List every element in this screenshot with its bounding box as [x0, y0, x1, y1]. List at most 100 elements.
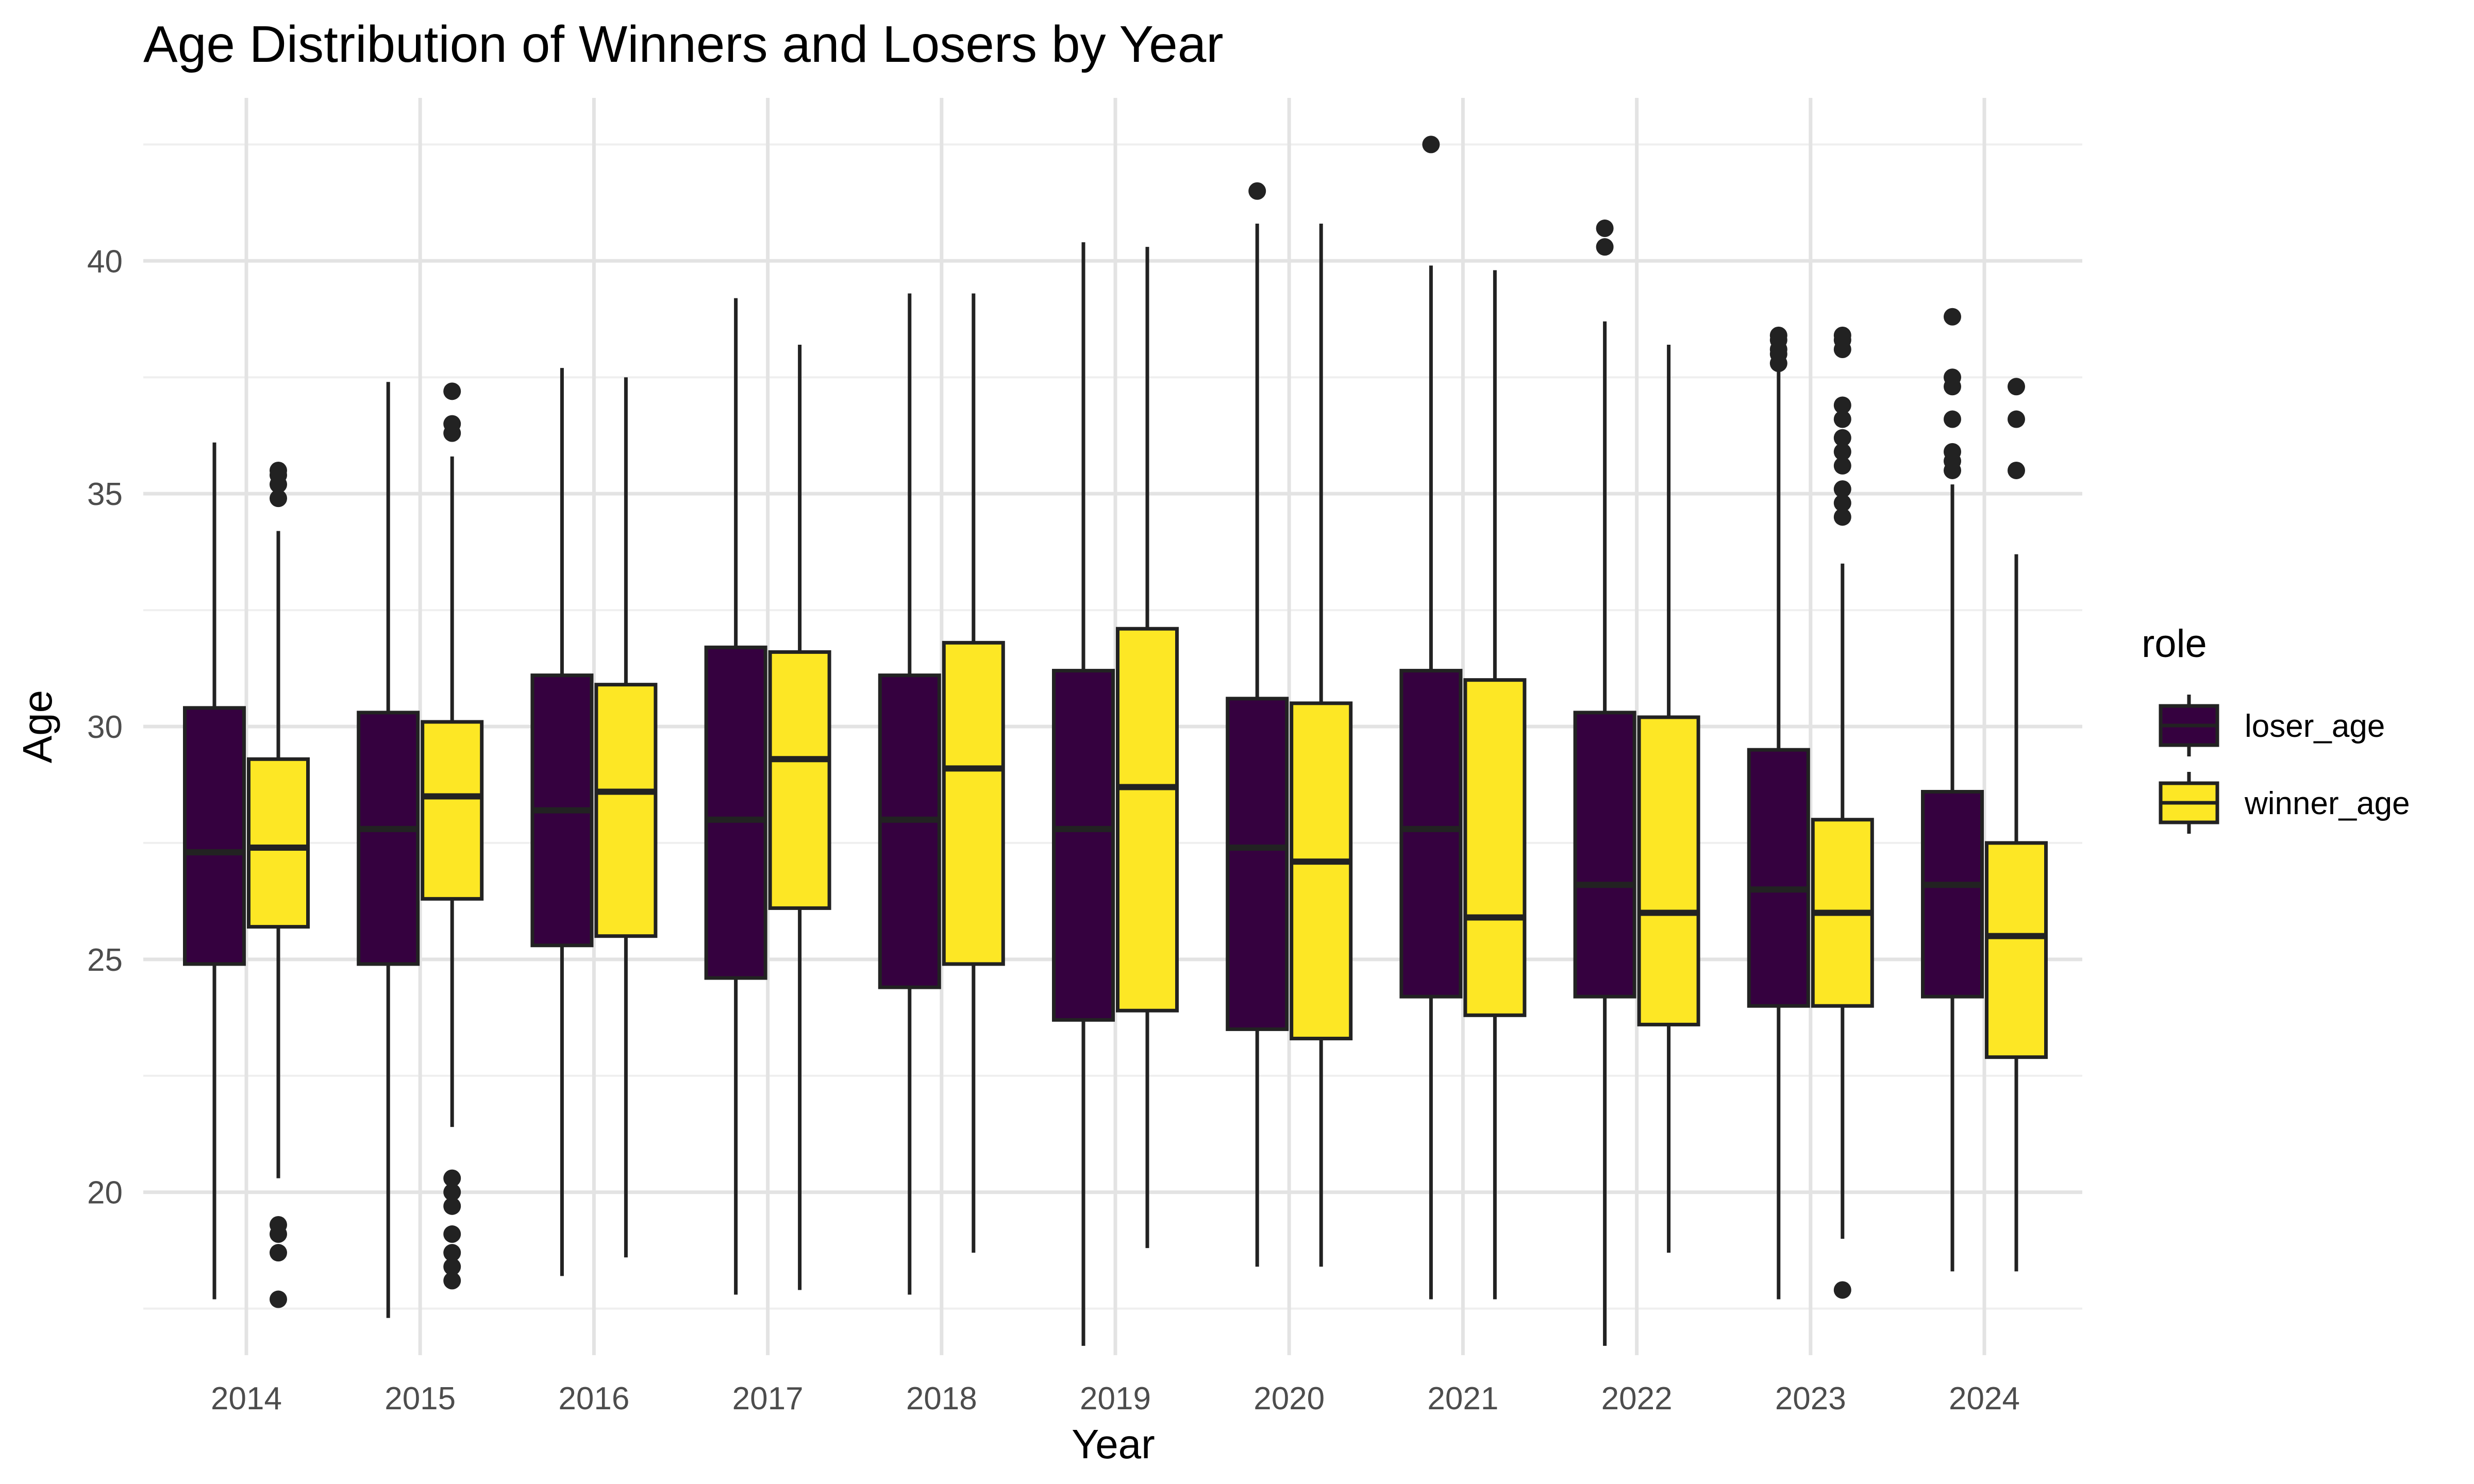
box-iqr	[1290, 701, 1353, 1040]
x-tick-label: 2015	[385, 1381, 456, 1416]
outlier-point	[443, 1183, 461, 1201]
outlier-point	[2008, 378, 2025, 396]
y-tick-label: 25	[87, 942, 123, 978]
plot-area	[183, 136, 2048, 1346]
legend-key-winner_age: winner_age	[2159, 772, 2410, 834]
box-loser_age-2016	[530, 368, 594, 1276]
outlier-point	[443, 1197, 461, 1215]
x-tick-label: 2016	[558, 1381, 629, 1416]
outlier-point	[1422, 136, 1440, 154]
x-tick-label: 2017	[732, 1381, 804, 1416]
outlier-point	[1596, 238, 1614, 256]
outlier-point	[1833, 443, 1851, 461]
box-iqr	[768, 650, 831, 910]
box-iqr	[1985, 841, 2048, 1059]
outlier-point	[2008, 410, 2025, 428]
y-tick-label: 40	[87, 244, 123, 279]
x-axis: 2014 2015 2016 2017 2018 2019 2020 2021 2022 2023…	[211, 1381, 2020, 1416]
outlier-point	[443, 1244, 461, 1262]
box-winner_age-2022	[1637, 344, 1700, 1253]
box-winner_age-2023	[1811, 326, 1874, 1299]
outlier-point	[1833, 1281, 1851, 1299]
box-iqr	[1463, 678, 1527, 1017]
y-axis-title: Age	[14, 690, 60, 763]
outlier-point	[1833, 480, 1851, 498]
outlier-point	[1944, 368, 1961, 386]
outlier-point	[1833, 457, 1851, 475]
x-tick-label: 2023	[1775, 1381, 1846, 1416]
box-iqr	[1637, 715, 1700, 1026]
box-iqr	[1573, 711, 1636, 999]
outlier-point	[1596, 220, 1614, 238]
box-loser_age-2017	[704, 298, 767, 1295]
box-iqr	[1399, 669, 1463, 999]
box-winner_age-2015	[421, 382, 484, 1290]
legend-label: loser_age	[2245, 709, 2385, 744]
x-tick-label: 2019	[1080, 1381, 1151, 1416]
box-loser_age-2024	[1921, 308, 1984, 1272]
legend: role loser_age winner_age	[2142, 622, 2410, 834]
outlier-point	[1833, 429, 1851, 447]
box-winner_age-2024	[1985, 378, 2048, 1272]
box-loser_age-2023	[1747, 326, 1810, 1300]
box-winner_age-2020	[1290, 224, 1353, 1267]
chart-title: Age Distribution of Winners and Losers b…	[143, 15, 1224, 73]
box-iqr	[247, 757, 310, 929]
box-iqr	[704, 645, 767, 980]
outlier-point	[1833, 326, 1851, 344]
outlier-point	[1833, 410, 1851, 428]
outlier-point	[270, 1244, 287, 1262]
outlier-point	[1944, 308, 1961, 326]
outlier-point	[443, 1169, 461, 1187]
box-loser_age-2021	[1399, 136, 1463, 1300]
box-winner_age-2021	[1463, 270, 1527, 1300]
outlier-point	[1248, 182, 1266, 200]
box-loser_age-2019	[1052, 242, 1115, 1346]
x-tick-label: 2014	[211, 1381, 282, 1416]
box-winner_age-2017	[768, 344, 831, 1290]
outlier-point	[1769, 326, 1787, 344]
outlier-point	[443, 1225, 461, 1243]
outlier-point	[1944, 443, 1961, 461]
box-iqr	[942, 640, 1005, 966]
box-iqr	[878, 673, 941, 989]
x-axis-title: Year	[1072, 1421, 1155, 1467]
box-iqr	[594, 683, 658, 938]
x-tick-label: 2024	[1949, 1381, 2020, 1416]
outlier-point	[443, 1272, 461, 1290]
x-tick-label: 2021	[1427, 1381, 1498, 1416]
box-loser_age-2018	[878, 293, 941, 1295]
outlier-point	[443, 1258, 461, 1276]
outlier-point	[443, 382, 461, 400]
box-loser_age-2022	[1573, 220, 1636, 1346]
box-iqr	[183, 706, 246, 966]
legend-key-loser_age: loser_age	[2159, 695, 2385, 756]
outlier-point	[1833, 508, 1851, 526]
box-loser_age-2020	[1226, 182, 1289, 1267]
legend-label: winner_age	[2244, 786, 2410, 821]
outlier-point	[270, 490, 287, 508]
legend-keys: loser_age winner_age	[2159, 695, 2410, 834]
y-tick-label: 35	[87, 477, 123, 512]
box-winner_age-2016	[594, 377, 658, 1258]
x-tick-label: 2020	[1253, 1381, 1325, 1416]
box-iqr	[1052, 669, 1115, 1022]
outlier-point	[270, 461, 287, 479]
box-winner_age-2018	[942, 293, 1005, 1253]
outlier-point	[1833, 396, 1851, 414]
x-tick-label: 2018	[906, 1381, 977, 1416]
outlier-point	[1944, 410, 1961, 428]
y-tick-label: 20	[87, 1175, 123, 1211]
outlier-point	[270, 1216, 287, 1234]
box-iqr	[1747, 748, 1810, 1008]
y-tick-label: 30	[87, 710, 123, 745]
box-winner_age-2014	[247, 461, 310, 1308]
y-axis: 20 25 30 35 40	[87, 244, 123, 1210]
outlier-point	[2008, 461, 2025, 479]
x-tick-label: 2022	[1601, 1381, 1673, 1416]
box-loser_age-2014	[183, 442, 246, 1300]
box-iqr	[357, 711, 420, 966]
box-iqr	[1921, 790, 1984, 999]
box-iqr	[1226, 697, 1289, 1031]
